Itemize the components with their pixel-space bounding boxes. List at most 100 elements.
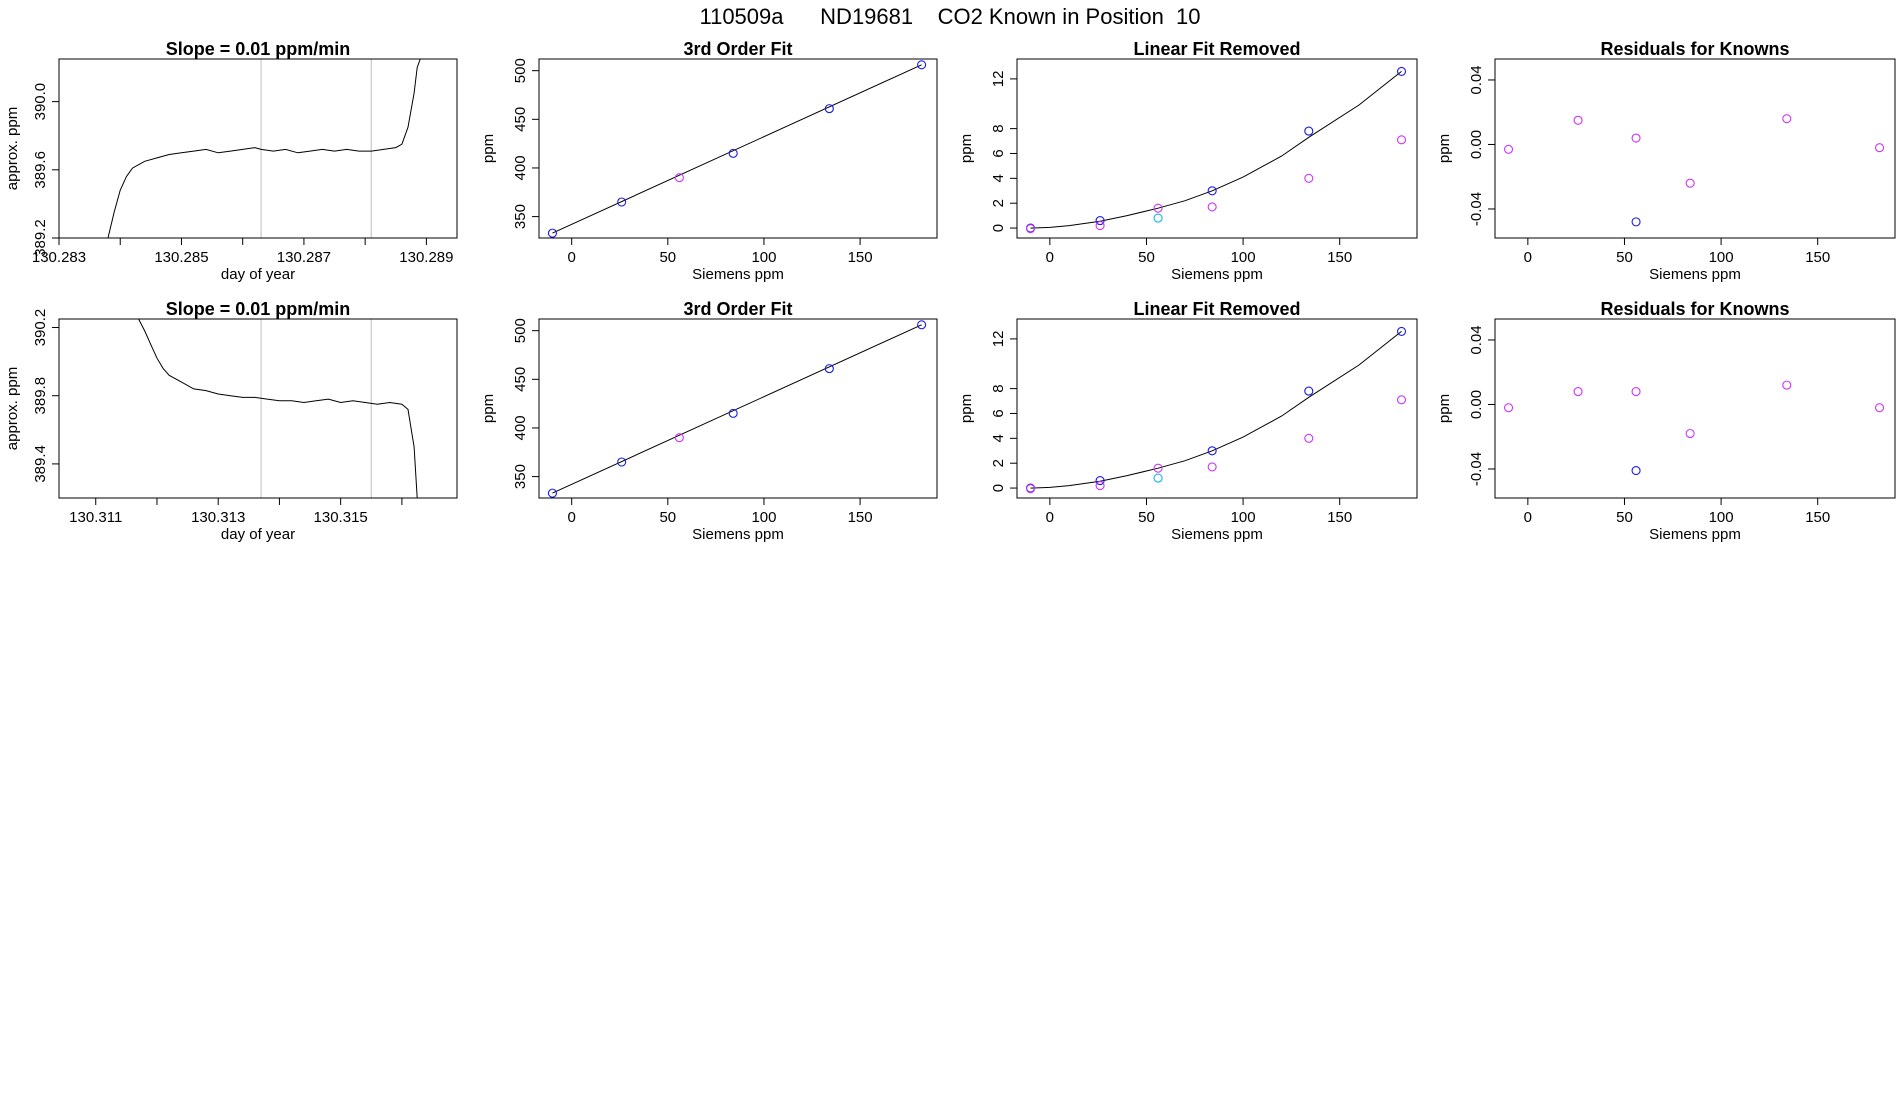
chart-panel-6: 3rd Order Fit 0 50 100 150 Siemens ppm 350 400 4… — [480, 299, 938, 543]
x-tick-label: 100 — [751, 249, 776, 266]
y-tick-label: -0.04 — [1468, 192, 1485, 226]
plot-frame — [58, 58, 458, 239]
fit-curve — [552, 64, 922, 234]
x-tick-label: 100 — [1231, 509, 1256, 526]
data-point — [1025, 484, 1036, 494]
y-tick-label: 500 — [512, 318, 529, 343]
figure-title: 110509a ND19681 CO2 Known in Position 10 — [699, 4, 1201, 29]
data-point — [1207, 202, 1217, 212]
plot-area — [138, 319, 418, 498]
x-tick-label: 50 — [1138, 249, 1155, 266]
x-tick-label: 0 — [1524, 249, 1532, 266]
series-line — [138, 319, 418, 498]
y-tick-label: 389.8 — [32, 377, 49, 415]
series-line — [107, 59, 421, 238]
y-tick-label: 389.4 — [32, 445, 49, 483]
chart-title: Residuals for Knowns — [1600, 299, 1789, 319]
chart-title: 3rd Order Fit — [683, 39, 792, 59]
chart-panel-2: 3rd Order Fit 0 50 100 150 Siemens ppm 350 400 4… — [480, 39, 938, 283]
y-tick-label: 400 — [512, 155, 529, 180]
y-tick-label: 0.04 — [1468, 325, 1485, 354]
chart-title: Linear Fit Removed — [1133, 299, 1300, 319]
x-tick-label: 50 — [1138, 509, 1155, 526]
y-tick-label: 0.00 — [1468, 130, 1485, 159]
data-point — [1095, 476, 1105, 486]
x-tick-label: 50 — [659, 249, 676, 266]
x-tick-label: 0 — [568, 509, 576, 526]
data-point — [1782, 114, 1792, 124]
y-tick-label: 2 — [990, 199, 1007, 207]
data-point — [917, 60, 927, 70]
x-tick-label: 150 — [848, 509, 873, 526]
x-tick-label: 100 — [1709, 249, 1734, 266]
x-tick-label: 150 — [1327, 509, 1352, 526]
y-tick-label: 6 — [990, 409, 1007, 417]
x-tick-label: 150 — [1805, 249, 1830, 266]
data-point — [1685, 428, 1695, 439]
data-point — [1573, 115, 1583, 125]
y-axis-label: ppm — [1436, 394, 1453, 423]
chart-title: 3rd Order Fit — [683, 299, 792, 319]
x-tick-label: 100 — [1231, 249, 1256, 266]
x-tick-label: 150 — [1805, 509, 1830, 526]
y-axis-label: ppm — [480, 134, 497, 163]
chart-title: Linear Fit Removed — [1133, 39, 1300, 59]
y-tick-label: 389.2 — [32, 219, 49, 257]
x-tick-label: 100 — [751, 509, 776, 526]
data-point — [1503, 144, 1514, 154]
plot-area — [1025, 66, 1407, 234]
data-point — [1503, 403, 1514, 413]
x-tick-label: 50 — [1616, 509, 1633, 526]
chart-title: Slope = 0.01 ppm/min — [166, 39, 351, 59]
y-tick-label: 450 — [512, 367, 529, 392]
chart-panel-3: Linear Fit Removed 0 50 100 150 Siemens ppm 0 2… — [958, 39, 1418, 283]
x-tick-label: 130.287 — [277, 249, 331, 266]
x-axis-label: Siemens ppm — [1649, 266, 1741, 283]
plot-frame — [1016, 318, 1418, 499]
data-point — [1631, 133, 1641, 143]
data-point — [674, 173, 684, 183]
y-tick-label: 4 — [990, 174, 1007, 182]
data-point — [617, 197, 627, 207]
x-tick-label: 100 — [1709, 509, 1734, 526]
data-point — [1304, 433, 1314, 443]
y-tick-label: 350 — [512, 464, 529, 489]
fit-curve — [552, 324, 922, 494]
chart-panel-5: Slope = 0.01 ppm/min 130.311 130.313 130.31… — [4, 299, 458, 543]
data-point — [617, 457, 627, 467]
data-point — [1207, 186, 1217, 196]
data-point — [824, 104, 834, 114]
plot-frame — [538, 58, 938, 239]
data-point — [728, 408, 738, 418]
x-tick-label: 0 — [1046, 249, 1054, 266]
data-point — [1396, 326, 1407, 336]
plot-area — [1503, 380, 1885, 476]
y-axis-label: ppm — [958, 134, 975, 163]
chart-panel-4: Residuals for Knowns 0 50 100 150 Siemens ppm… — [1436, 39, 1896, 283]
data-point — [1631, 387, 1641, 397]
y-tick-label: 390.2 — [32, 309, 49, 347]
x-tick-label: 0 — [568, 249, 576, 266]
data-point — [1304, 386, 1314, 396]
x-tick-label: 0 — [1046, 509, 1054, 526]
data-point — [1782, 380, 1792, 390]
data-point — [547, 488, 558, 498]
x-axis-label: Siemens ppm — [1171, 526, 1263, 543]
data-point — [1153, 213, 1163, 223]
x-tick-label: 130.315 — [314, 509, 368, 526]
data-point — [917, 320, 927, 330]
x-axis-label: Siemens ppm — [692, 266, 784, 283]
chart-panel-1: Slope = 0.01 ppm/min 130.283 130.285 130.28… — [4, 39, 458, 283]
y-tick-label: 12 — [990, 71, 1007, 88]
data-point — [728, 148, 738, 158]
plot-frame — [1494, 58, 1896, 239]
chart-title: Slope = 0.01 ppm/min — [166, 299, 351, 319]
plot-area — [1503, 114, 1885, 227]
plot-frame — [1016, 58, 1418, 239]
data-point — [1874, 143, 1885, 153]
y-tick-label: 390.0 — [32, 83, 49, 121]
x-tick-label: 130.311 — [69, 509, 122, 526]
data-point — [1095, 216, 1105, 226]
plot-area — [547, 320, 927, 498]
data-point — [1573, 387, 1583, 397]
